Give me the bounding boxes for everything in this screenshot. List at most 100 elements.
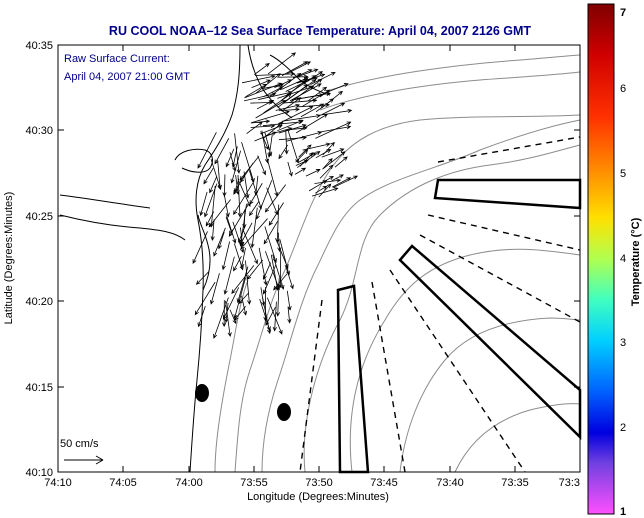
- current-vector: [281, 61, 308, 76]
- colorbar-tick: 4: [620, 253, 626, 265]
- current-vector: [259, 298, 271, 332]
- y-tick-label: 40:30: [25, 125, 53, 137]
- y-tick-label: 40:10: [25, 467, 53, 479]
- current-vector: [204, 183, 218, 218]
- current-vector: [229, 309, 237, 325]
- current-vector: [331, 174, 344, 182]
- current-vector: [250, 119, 271, 124]
- current-vector: [217, 231, 225, 250]
- colorbar-tick: 6: [620, 83, 626, 95]
- current-vector: [231, 265, 255, 295]
- current-vector: [279, 239, 291, 276]
- current-vector: [322, 141, 335, 156]
- y-tick-labels: 40:35 40:30 40:25 40:20 40:15 40:10: [25, 40, 53, 479]
- current-vector: [233, 178, 240, 194]
- current-vector: [258, 247, 268, 286]
- current-vector: [233, 255, 242, 272]
- current-vector: [234, 133, 241, 174]
- x-tick-label: 73:50: [305, 477, 333, 489]
- bathymetry-contours: [214, 54, 581, 473]
- current-vector: [240, 218, 268, 250]
- current-vector: [246, 259, 264, 280]
- current-vector: [334, 156, 348, 168]
- current-vector: [250, 207, 258, 249]
- current-vector: [240, 227, 245, 247]
- radar-dashed-lines: [299, 136, 581, 473]
- current-vector: [222, 300, 227, 328]
- colorbar-label: Temperature (°C): [630, 217, 642, 306]
- current-vector: [243, 171, 250, 199]
- colorbar-tick: 2: [620, 422, 626, 434]
- current-vector: [221, 241, 231, 271]
- current-vector: [289, 83, 322, 102]
- current-vector: [240, 248, 246, 269]
- y-tick-label: 40:25: [25, 211, 53, 223]
- current-vector: [225, 148, 235, 168]
- y-tick-label: 40:35: [25, 40, 53, 52]
- current-vector: [210, 219, 215, 241]
- x-tick-label: 73:45: [370, 477, 398, 489]
- current-vector: [241, 74, 276, 84]
- current-vector: [262, 262, 271, 280]
- current-vector: [284, 79, 317, 102]
- current-vector: [333, 175, 359, 188]
- current-vector: [278, 144, 288, 160]
- current-vector: [214, 138, 230, 165]
- current-vector: [213, 297, 229, 339]
- current-vector: [286, 130, 323, 142]
- current-vector: [199, 191, 208, 217]
- current-vector: [233, 182, 254, 216]
- current-vector: [275, 278, 280, 317]
- x-tick-marks: [57, 45, 516, 472]
- x-tick-label: 73:40: [436, 477, 464, 489]
- current-vector: [249, 201, 260, 217]
- current-vector: [315, 185, 328, 194]
- current-vector: [266, 297, 283, 335]
- current-vector: [228, 204, 249, 237]
- x-tick-labels: 74:10 74:05 74:00 73:55 73:50 73:45 73:4…: [44, 477, 580, 489]
- scale-arrow-icon: [64, 455, 104, 465]
- current-vector: [319, 164, 334, 179]
- current-vector: [263, 86, 284, 98]
- y-tick-label: 40:15: [25, 382, 53, 394]
- current-vector: [209, 273, 220, 305]
- current-vector: [195, 271, 209, 285]
- current-vector: [230, 150, 242, 184]
- current-vector: [245, 260, 252, 305]
- colorbar-tick: 3: [620, 337, 626, 349]
- current-vector: [294, 167, 307, 175]
- scale-label: 50 cm/s: [60, 438, 99, 450]
- current-vector: [278, 107, 300, 112]
- current-vector: [241, 141, 255, 183]
- current-vector: [311, 187, 339, 197]
- current-vector: [267, 52, 296, 75]
- colorbar-tick: 1: [620, 506, 626, 518]
- x-tick-label: 73:3: [559, 477, 580, 489]
- current-vector: [197, 132, 217, 169]
- current-vector: [285, 126, 308, 131]
- current-vector: [299, 152, 314, 167]
- current-vector: [322, 158, 333, 170]
- x-tick-label: 74:00: [175, 477, 203, 489]
- current-vector: [321, 148, 345, 158]
- current-vector: [300, 103, 325, 118]
- y-tick-marks: [58, 44, 580, 473]
- map-title: RU COOL NOAA–12 Sea Surface Temperature:…: [109, 24, 532, 38]
- current-label-line1: Raw Surface Current:: [64, 53, 170, 65]
- current-vector: [223, 287, 240, 320]
- current-vector: [307, 86, 328, 102]
- current-vector: [286, 290, 292, 311]
- current-vector: [315, 121, 352, 139]
- current-vector: [223, 192, 230, 218]
- current-vector: [281, 97, 302, 112]
- current-vector: [265, 251, 281, 291]
- current-vector: [268, 202, 284, 226]
- current-vector: [264, 184, 287, 213]
- current-vector: [305, 169, 321, 177]
- current-vector: [315, 98, 335, 113]
- x-tick-label: 73:55: [240, 477, 268, 489]
- current-vector: [255, 73, 281, 94]
- coastline: [59, 44, 331, 473]
- current-vector: [314, 178, 342, 184]
- current-vector: [295, 159, 309, 166]
